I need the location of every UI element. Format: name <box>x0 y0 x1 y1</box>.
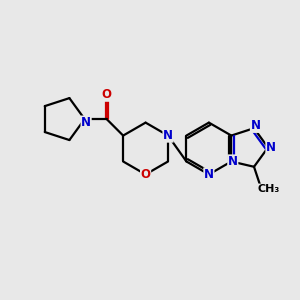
Text: N: N <box>250 119 260 132</box>
Text: O: O <box>141 168 151 181</box>
Text: N: N <box>81 116 91 129</box>
Text: N: N <box>266 141 276 154</box>
Text: O: O <box>102 88 112 101</box>
Text: N: N <box>163 129 173 142</box>
Text: CH₃: CH₃ <box>257 184 279 194</box>
Text: N: N <box>204 168 214 181</box>
Text: N: N <box>228 155 238 168</box>
